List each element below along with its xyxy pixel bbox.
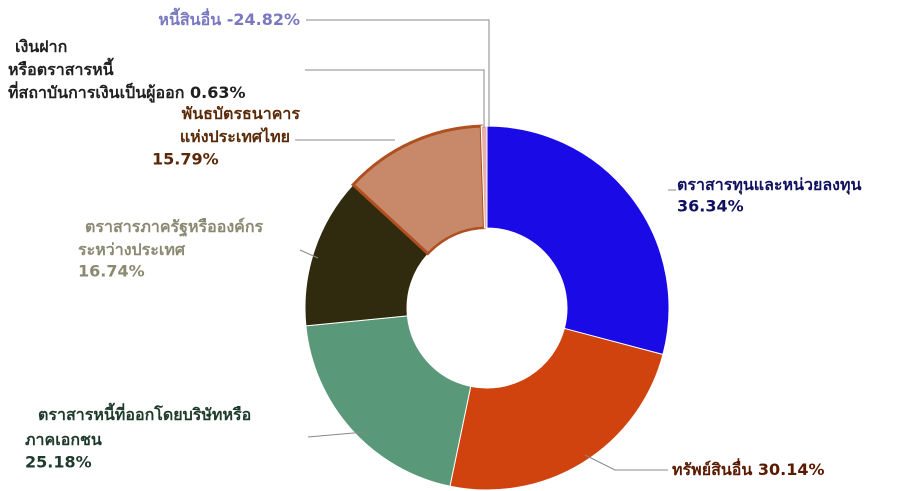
slice-label: หนี้สินอื่น -24.82% xyxy=(158,7,300,29)
slice-label: พันธบัตรธนาคาร xyxy=(182,104,301,123)
label-text: ตราสารทุนและหน่วยลงทุน xyxy=(677,175,862,195)
label-text: ระหว่างประเทศ xyxy=(78,240,186,259)
leader-line xyxy=(307,431,366,438)
leader-line xyxy=(584,454,668,471)
donut-hole xyxy=(408,229,566,387)
label-text: หนี้สินอื่น xyxy=(158,7,221,29)
slice xyxy=(305,315,472,487)
slice xyxy=(486,125,670,356)
slice-label: แห่งประเทศไทย xyxy=(180,127,290,146)
label-text: พันธบัตรธนาคาร xyxy=(182,104,301,123)
slice-label: ระหว่างประเทศ xyxy=(78,240,186,259)
leader-line xyxy=(299,249,319,259)
slice-label: ตราสารทุนและหน่วยลงทุน xyxy=(677,175,862,195)
label-text: หรือตราสารหนี้ xyxy=(8,57,114,79)
value-label: 36.34% xyxy=(677,197,744,216)
label-text: ตราสารภาครัฐหรือองค์กร xyxy=(85,217,264,237)
slice-label: ทรัพย์สินอื่น 30.14% xyxy=(672,458,825,479)
value-label: 25.18% xyxy=(25,453,92,472)
value-label: 16.74% xyxy=(78,262,145,281)
label-text: ตราสารหนี้ที่ออกโดยบริษัทหรือ xyxy=(38,402,251,424)
label-text: ทรัพย์สินอื่น xyxy=(672,458,752,479)
slice-label: ตราสารภาครัฐหรือองค์กร xyxy=(85,217,264,237)
slice xyxy=(449,327,664,491)
label-text: เงินฝาก xyxy=(15,37,67,56)
slice-label: หรือตราสารหนี้ xyxy=(8,57,114,79)
leader-line xyxy=(305,69,485,128)
label-text: ที่สถาบันการเงินเป็นผู้ออก xyxy=(8,81,184,104)
slice-label: เงินฝาก xyxy=(15,37,67,56)
label-text: ภาคเอกชน xyxy=(25,430,102,449)
slice-label: ภาคเอกชน xyxy=(25,430,102,449)
slice-label: ที่สถาบันการเงินเป็นผู้ออก 0.63% xyxy=(8,81,246,104)
value-label: 30.14% xyxy=(758,460,825,479)
label-text: แห่งประเทศไทย xyxy=(180,127,290,146)
value-label: -24.82% xyxy=(227,10,300,29)
leader-line xyxy=(306,19,490,127)
value-label: 15.79% xyxy=(152,150,219,169)
value-label: 0.63% xyxy=(190,83,246,102)
slice-label: ตราสารหนี้ที่ออกโดยบริษัทหรือ xyxy=(38,402,251,424)
